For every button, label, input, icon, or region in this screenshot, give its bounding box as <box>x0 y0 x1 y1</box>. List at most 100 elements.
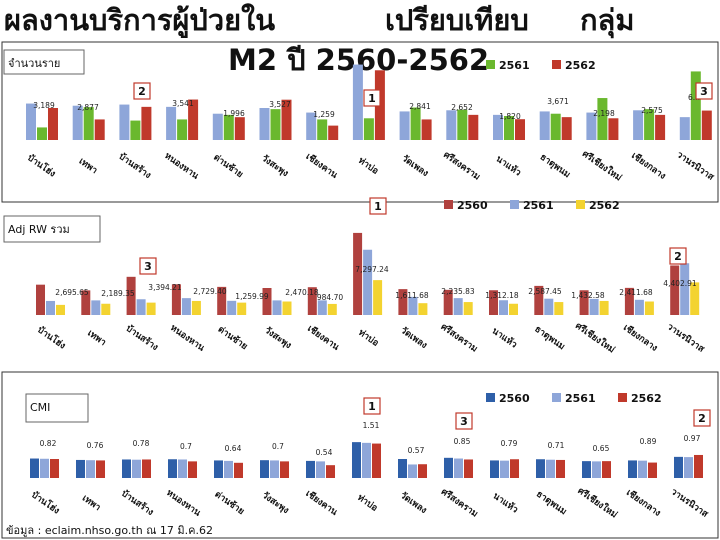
chart-3-bar-2560-13 <box>582 461 591 478</box>
chart-2-bar-2562-5 <box>237 302 247 315</box>
chart-3-data-label-1: 0.82 <box>40 439 57 448</box>
chart-3-bar-2562-15 <box>694 454 703 478</box>
chart-1-bar-2560-13 <box>586 112 597 140</box>
chart-2-bar-2562-2 <box>101 303 111 315</box>
chart-2-category-label-2: เทพา <box>85 329 107 349</box>
chart-1-bar-2560-14 <box>633 110 644 140</box>
chart-2-bar-2561-9 <box>408 296 418 315</box>
chart-3-category-label-1: บ้านโฮ่ง <box>29 489 62 517</box>
chart-1-data-label-9: 1,820 <box>499 112 521 121</box>
chart-1-data-label-3: 3,541 <box>172 99 194 108</box>
chart-3-data-label-2: 0.76 <box>87 441 104 450</box>
chart-2-category-label-11: นาแห้ว <box>490 325 519 350</box>
chart-3-bar-2561-15 <box>684 457 693 478</box>
chart-3-bar-2561-3 <box>132 459 141 478</box>
chart-3-bar-2560-6 <box>260 460 269 478</box>
chart-3-bar-2560-1 <box>30 458 39 478</box>
chart-2-bar-2560-3 <box>126 276 136 315</box>
chart-1-bar-2562-11 <box>515 119 525 140</box>
chart-1-rank-badge-2 <box>363 89 381 107</box>
chart-3-category-label-5: ด่านซ้าย <box>213 489 247 517</box>
chart-2-category-label-12: ธาตุพนม <box>532 324 566 352</box>
chart-3-bar-2562-6 <box>280 461 289 478</box>
chart-1-rank-badge-text-3: 3 <box>700 85 708 98</box>
chart-2-data-label-6: 2,470.18 <box>285 288 319 297</box>
chart-2-bar-2562-8 <box>373 280 383 315</box>
chart-2-bar-2560-15 <box>670 265 680 315</box>
chart-3-data-label-5: 0.64 <box>225 444 242 453</box>
chart-2-bar-2560-14 <box>624 287 634 315</box>
chart-3-legend-label-2: 2561 <box>565 392 596 405</box>
chart-1-bar-2560-12 <box>539 111 550 140</box>
chart-3-bar-2561-7 <box>316 461 325 478</box>
chart-3-bar-2562-11 <box>510 459 519 478</box>
chart-2-bar-2560-5 <box>217 286 227 315</box>
chart-2-bar-2561-11 <box>499 300 508 315</box>
chart-2-bar-2561-3 <box>136 299 146 315</box>
chart-2-data-label-3: 3,394.21 <box>148 283 182 292</box>
chart-3-rank-badge-text-1: 1 <box>368 400 376 413</box>
chart-3-bar-2561-6 <box>270 460 279 478</box>
chart-2-data-label-11: 1,312.18 <box>485 291 519 300</box>
chart-3-data-label-8: 1.51 <box>363 421 380 430</box>
chart-1-data-label-7: 2,841 <box>409 102 431 111</box>
chart-3-bar-2560-7 <box>306 460 315 478</box>
chart-3-bar-2562-14 <box>648 462 657 478</box>
chart-2-bar-2562-10 <box>463 302 473 315</box>
title-line1-b: เปรียบเทียบ <box>385 3 529 37</box>
chart-3-bar-2560-15 <box>674 456 683 478</box>
chart-3-bar-2562-10 <box>464 459 473 478</box>
panel-adjrw: Adj RW รวม 2,695.65 2,189.35 3,394.21 2,729.… <box>3 197 707 356</box>
chart-2-bar-2560-12 <box>534 285 544 315</box>
chart-1-title-box <box>3 49 85 75</box>
chart-1-rank-badge-text-2: 1 <box>368 92 376 105</box>
chart-3-bar-2561-13 <box>592 461 601 478</box>
title-line1-c: กลุ่ม <box>580 3 634 38</box>
chart-3-bar-2562-12 <box>556 459 565 478</box>
chart-2-bar-2561-14 <box>634 299 644 315</box>
chart-1-category-label-10: ศรีสงคราม <box>441 149 482 182</box>
chart-3-legend-label-3: 2562 <box>631 392 662 405</box>
chart-2-legend-label-2: 2561 <box>523 199 554 212</box>
chart-3-legend-swatch-3 <box>618 393 627 402</box>
chart-2-bar-2561-1 <box>46 300 55 315</box>
chart-3-data-label-9: 0.57 <box>408 446 425 455</box>
chart-3-bar-2561-14 <box>638 460 647 478</box>
chart-1-bar-2561-2 <box>83 107 94 140</box>
chart-3-bar-2562-7 <box>326 465 335 478</box>
chart-2-title-box <box>3 215 101 243</box>
chart-2-bar-2561-2 <box>91 300 101 315</box>
chart-3-title: CMI <box>30 401 50 414</box>
chart-3-category-label-14: เชียงกลาง <box>624 487 662 519</box>
chart-3-category-label-11: นาแห้ว <box>491 490 520 515</box>
chart-3-legend-label-1: 2560 <box>499 392 530 405</box>
chart-2-data-label-9: 1,611.68 <box>395 291 429 300</box>
chart-1-bar-2561-7 <box>317 119 328 140</box>
panel1-frame <box>1 41 719 203</box>
chart-2-legend-label-3: 2562 <box>589 199 620 212</box>
chart-1-data-label-6: 1,259 <box>313 110 335 119</box>
chart-1-bar-2561-10 <box>457 109 468 140</box>
chart-2-bar-2560-8 <box>353 232 363 315</box>
chart-3-category-label-9: วัดเพลง <box>398 490 429 516</box>
chart-3-rank-badge-1 <box>363 397 381 415</box>
chart-3-bar-2560-5 <box>214 460 223 478</box>
chart-1-category-label-4: หนองหาน <box>162 151 200 182</box>
chart-2-bar-2562-14 <box>644 301 654 315</box>
chart-3-bar-2562-3 <box>142 459 151 478</box>
chart-2-bar-2562-6 <box>282 301 292 315</box>
chart-3-category-label-2: เทพา <box>80 494 102 514</box>
chart-3-data-label-15: 0.97 <box>684 434 701 443</box>
chart-3-bar-2561-4 <box>178 459 187 478</box>
chart-1-category-label-9: วัดเพลง <box>400 153 431 179</box>
chart-1-legend-swatch-1 <box>486 60 495 69</box>
chart-3-bar-2560-11 <box>490 460 499 478</box>
chart-3-category-label-8: ท่าบ่อ <box>355 492 379 514</box>
chart-3-bar-2560-14 <box>628 460 637 478</box>
chart-1-bar-2560-4 <box>166 106 177 140</box>
chart-2-bar-2561-8 <box>363 249 373 315</box>
chart-1-bar-2560-11 <box>493 114 503 140</box>
chart-1-rank-badge-3 <box>695 82 713 100</box>
chart-2-data-label-12: 2,587.45 <box>528 287 562 296</box>
chart-3-bar-2561-1 <box>40 458 49 478</box>
